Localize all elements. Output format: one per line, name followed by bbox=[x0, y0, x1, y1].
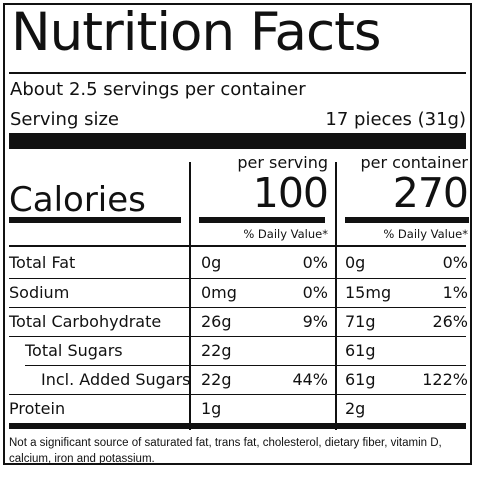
nutrient-name-added-sugars: Incl. Added Sugars bbox=[41, 370, 191, 389]
total-sugars-serving-amount: 22g bbox=[201, 341, 232, 360]
total-carbohydrate-serving-dv: 9% bbox=[302, 312, 328, 331]
calories-per-container: 270 bbox=[392, 169, 469, 217]
total-fat-container-dv: 0% bbox=[442, 253, 468, 272]
added-sugars-container-dv: 122% bbox=[422, 370, 468, 389]
sodium-serving-amount: 0mg bbox=[201, 283, 237, 302]
nutrient-name-total-sugars: Total Sugars bbox=[25, 341, 123, 360]
daily-value-container: % Daily Value* bbox=[383, 227, 468, 241]
total-sugars-container-amount: 61g bbox=[345, 341, 376, 360]
title-rule bbox=[9, 72, 466, 74]
column-divider-container bbox=[335, 162, 337, 430]
daily-value-serving: % Daily Value* bbox=[243, 227, 328, 241]
nutrition-facts-label: Nutrition Facts About 2.5 servings per c… bbox=[3, 2, 472, 465]
total-carbohydrate-serving-amount: 26g bbox=[201, 312, 232, 331]
protein-serving-amount: 1g bbox=[201, 399, 222, 418]
thick-rule bbox=[9, 133, 466, 149]
total-carbohydrate-container-dv: 26% bbox=[432, 312, 468, 331]
calories-per-serving: 100 bbox=[252, 169, 329, 217]
row-divider bbox=[9, 307, 466, 308]
serving-size-value: 17 pieces (31g) bbox=[325, 109, 466, 130]
added-sugars-serving-amount: 22g bbox=[201, 370, 232, 389]
total-carbohydrate-container-amount: 71g bbox=[345, 312, 376, 331]
row-divider bbox=[9, 278, 466, 279]
bottom-rule bbox=[9, 423, 466, 429]
row-divider bbox=[25, 365, 466, 366]
container-calories-rule bbox=[345, 217, 469, 223]
total-fat-serving-dv: 0% bbox=[302, 253, 328, 272]
protein-container-amount: 2g bbox=[345, 399, 366, 418]
nutrient-name-total-carbohydrate: Total Carbohydrate bbox=[9, 312, 162, 331]
added-sugars-serving-dv: 44% bbox=[292, 370, 328, 389]
per-serving-header: per serving bbox=[237, 153, 328, 172]
calories-label: Calories bbox=[9, 180, 146, 220]
total-fat-container-amount: 0g bbox=[345, 253, 366, 272]
nutrient-name-sodium: Sodium bbox=[9, 283, 70, 302]
sodium-serving-dv: 0% bbox=[302, 283, 328, 302]
row-divider bbox=[9, 394, 466, 395]
total-fat-serving-amount: 0g bbox=[201, 253, 222, 272]
column-divider-serving bbox=[189, 162, 191, 430]
nutrient-name-protein: Protein bbox=[9, 399, 66, 418]
row-divider bbox=[9, 245, 466, 247]
calories-rule bbox=[9, 217, 181, 223]
serving-size-label: Serving size bbox=[10, 109, 120, 130]
added-sugars-container-amount: 61g bbox=[345, 370, 376, 389]
servings-per-container: About 2.5 servings per container bbox=[10, 79, 306, 100]
sodium-container-amount: 15mg bbox=[345, 283, 392, 302]
serving-calories-rule bbox=[199, 217, 325, 223]
nutrient-name-total-fat: Total Fat bbox=[9, 253, 76, 272]
label-title: Nutrition Facts bbox=[11, 2, 382, 63]
per-container-header: per container bbox=[360, 153, 468, 172]
sodium-container-dv: 1% bbox=[442, 283, 468, 302]
footnote: Not a significant source of saturated fa… bbox=[9, 437, 442, 465]
row-divider bbox=[9, 336, 466, 337]
